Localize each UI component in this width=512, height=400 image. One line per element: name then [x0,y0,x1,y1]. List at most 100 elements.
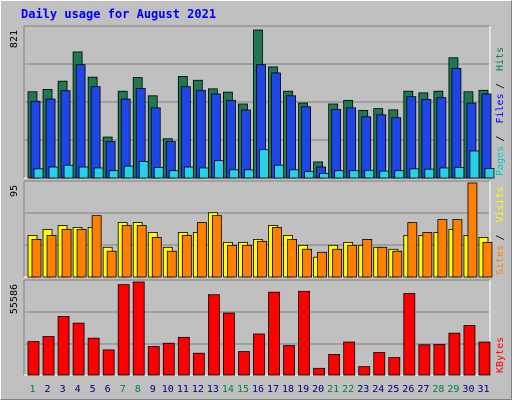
bar-files-day-24 [376,114,387,179]
bar-pages-day-17 [274,164,284,179]
x-tick-label-day-23: 23 [357,384,369,395]
bar-files-day-15 [241,109,251,179]
bar-kbytes-day-9 [147,346,160,376]
bar-pages-day-25 [394,170,405,179]
bar-pages-day-7 [123,165,134,179]
bar-pages-day-6 [108,170,119,179]
bar-sites-day-12 [196,222,207,278]
legend-separator: / [495,83,506,89]
bar-pages-day-3 [63,164,74,179]
bar-pages-day-24 [379,170,390,179]
x-tick-label-day-3: 3 [60,384,66,395]
bar-sites-day-2 [46,235,57,278]
x-tick-label-day-12: 12 [192,384,204,395]
bar-pages-day-9 [153,167,164,179]
x-tick-label-day-28: 28 [432,384,444,395]
bar-pages-day-8 [138,161,149,179]
bar-pages-day-23 [364,169,375,179]
bar-kbytes-day-23 [358,366,371,376]
bar-sites-day-19 [302,248,312,278]
bar-files-day-27 [421,99,432,179]
bar-kbytes-day-29 [448,332,461,376]
bar-kbytes-day-16 [253,333,265,376]
x-tick-label-day-13: 13 [207,384,219,395]
x-tick-label-day-7: 7 [120,384,126,395]
legend-files: Files [495,93,506,123]
bar-sites-day-10 [166,250,177,278]
bar-sites-day-23 [362,238,373,278]
bar-sites-day-31 [482,241,493,278]
bar-kbytes-day-18 [283,345,295,376]
bar-sites-day-13 [211,215,222,278]
bar-sites-day-22 [347,244,358,278]
x-tick-label-day-26: 26 [402,384,414,395]
bar-sites-day-30 [467,182,478,278]
bar-pages-day-12 [198,167,209,179]
legend-separator: / [495,135,506,141]
x-tick-label-day-29: 29 [447,384,459,395]
x-tick-label-day-11: 11 [177,384,189,395]
bar-sites-day-21 [332,248,343,278]
bar-sites-day-18 [287,238,297,278]
bar-kbytes-day-11 [177,336,190,376]
bar-sites-day-3 [61,229,72,278]
bar-kbytes-day-14 [223,312,235,376]
x-tick-label-day-25: 25 [387,384,399,395]
bar-files-day-2 [45,98,56,179]
bar-kbytes-day-1 [27,341,40,376]
bar-sites-day-4 [76,229,87,278]
bar-kbytes-day-15 [238,351,250,376]
bar-files-day-18 [286,95,296,179]
bar-files-day-11 [180,86,191,179]
bar-kbytes-day-7 [117,284,130,376]
bar-kbytes-day-20 [313,367,326,376]
bar-kbytes-day-19 [298,290,310,376]
x-tick-label-day-17: 17 [267,384,279,395]
legend-separator: / [495,234,506,240]
x-tick-label-day-30: 30 [462,384,474,395]
x-tick-label-day-4: 4 [75,384,81,395]
bar-sites-day-25 [392,250,403,278]
x-tick-label-day-21: 21 [327,384,339,395]
bar-sites-day-9 [151,237,162,278]
bar-pages-day-2 [48,166,59,179]
max-value-label: 821 [9,30,20,48]
bar-pages-day-10 [168,170,179,179]
bar-kbytes-day-28 [433,344,446,376]
x-tick-label-day-6: 6 [105,384,111,395]
bar-sites-day-8 [136,225,147,278]
x-tick-label-day-16: 16 [252,384,264,395]
bar-sites-day-15 [242,244,252,278]
x-tick-label-day-5: 5 [90,384,96,395]
bar-files-day-22 [346,107,357,179]
bar-kbytes-day-26 [403,293,416,376]
bar-kbytes-day-30 [463,325,476,376]
bar-files-day-14 [226,99,236,179]
bar-pages-day-16 [259,149,269,179]
bar-files-day-29 [451,67,462,179]
x-tick-label-day-20: 20 [312,384,324,395]
bar-kbytes-day-24 [373,352,386,376]
bar-sites-day-24 [377,246,388,278]
max-value-label: 55586 [9,284,20,314]
bar-sites-day-5 [91,215,102,278]
bar-sites-day-28 [437,219,448,278]
bar-files-day-4 [75,64,86,179]
bar-files-day-12 [195,89,206,179]
bar-sites-day-20 [317,251,328,278]
bar-files-day-19 [301,106,311,179]
x-tick-label-day-27: 27 [417,384,429,395]
bar-pages-day-11 [183,166,194,179]
x-tick-label-day-22: 22 [342,384,354,395]
x-tick-label-day-10: 10 [162,384,174,395]
bar-files-day-21 [331,109,342,179]
x-tick-label-day-14: 14 [222,384,234,395]
bar-sites-day-27 [422,232,433,278]
legend-visits: Visits [495,186,506,222]
bar-kbytes-day-10 [162,342,175,376]
bar-kbytes-day-6 [102,349,115,376]
bar-pages-day-22 [349,170,360,179]
bar-sites-day-14 [227,244,237,278]
bar-sites-day-6 [106,250,117,278]
